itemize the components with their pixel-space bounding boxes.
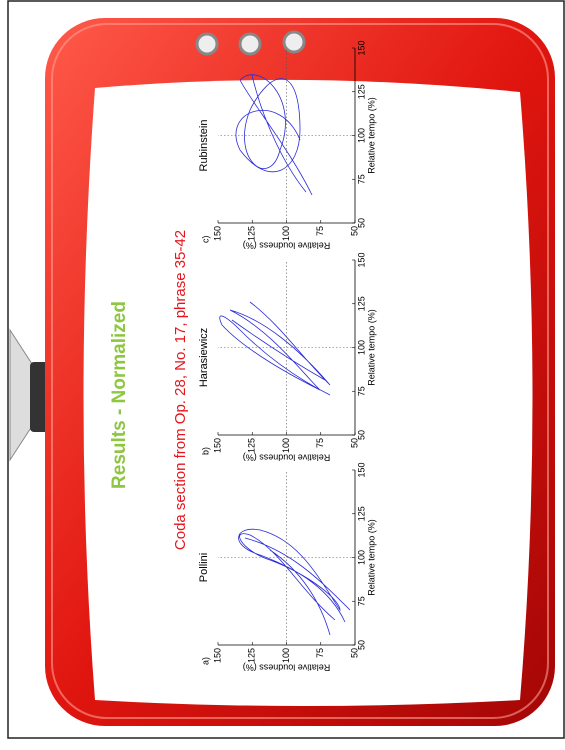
x-tick-label: 100 [356, 340, 366, 355]
y-tick-label: 100 [281, 438, 291, 453]
x-tick-label: 100 [356, 128, 366, 143]
screen [84, 80, 533, 706]
x-tick-label: 150 [356, 252, 366, 267]
slide-screenshot: Results - Normalized Coda section from O… [0, 0, 565, 750]
slide-subtitle: Coda section from Op. 28, No. 17, phrase… [172, 230, 189, 550]
y-tick-label: 50 [349, 648, 359, 658]
y-tick-label: 150 [212, 226, 222, 241]
panel-label: c) [200, 236, 210, 244]
y-tick-label: 50 [349, 438, 359, 448]
y-tick-label: 75 [315, 648, 325, 658]
button [240, 34, 260, 54]
y-tick-label: 125 [247, 648, 257, 663]
x-axis-label: Relative tempo (%) [366, 309, 376, 386]
slide-title: Results - Normalized [109, 301, 130, 489]
x-tick-label: 75 [356, 174, 366, 184]
panel-label: b) [200, 447, 210, 455]
x-tick-label: 125 [356, 84, 366, 99]
y-tick-label: 125 [247, 438, 257, 453]
x-tick-label: 125 [356, 506, 366, 521]
y-tick-label: 100 [281, 226, 291, 241]
x-tick-label: 75 [356, 596, 366, 606]
panel-name: Pollini [198, 553, 210, 582]
y-tick-label: 50 [349, 226, 359, 236]
panel-label: a) [200, 657, 210, 665]
y-axis-label: Relative loudness (%) [243, 241, 331, 251]
x-tick-label: 75 [356, 386, 366, 396]
x-tick-label: 150 [356, 462, 366, 477]
y-tick-label: 150 [212, 438, 222, 453]
y-tick-label: 125 [247, 226, 257, 241]
button [284, 32, 304, 52]
button [197, 34, 217, 54]
x-tick-label: 100 [356, 550, 366, 565]
y-axis-label: Relative loudness (%) [243, 453, 331, 463]
y-tick-label: 75 [315, 226, 325, 236]
y-tick-label: 75 [315, 438, 325, 448]
x-axis-label: Relative tempo (%) [366, 519, 376, 596]
y-axis-label: Relative loudness (%) [243, 663, 331, 673]
x-axis-label: Relative tempo (%) [366, 97, 376, 174]
x-tick-label: 125 [356, 296, 366, 311]
y-tick-label: 100 [281, 648, 291, 663]
x-tick-label: 150 [356, 40, 366, 55]
y-tick-label: 150 [212, 648, 222, 663]
panel-name: Harasiewicz [198, 328, 210, 387]
panel-name: Rubinstein [198, 120, 210, 172]
